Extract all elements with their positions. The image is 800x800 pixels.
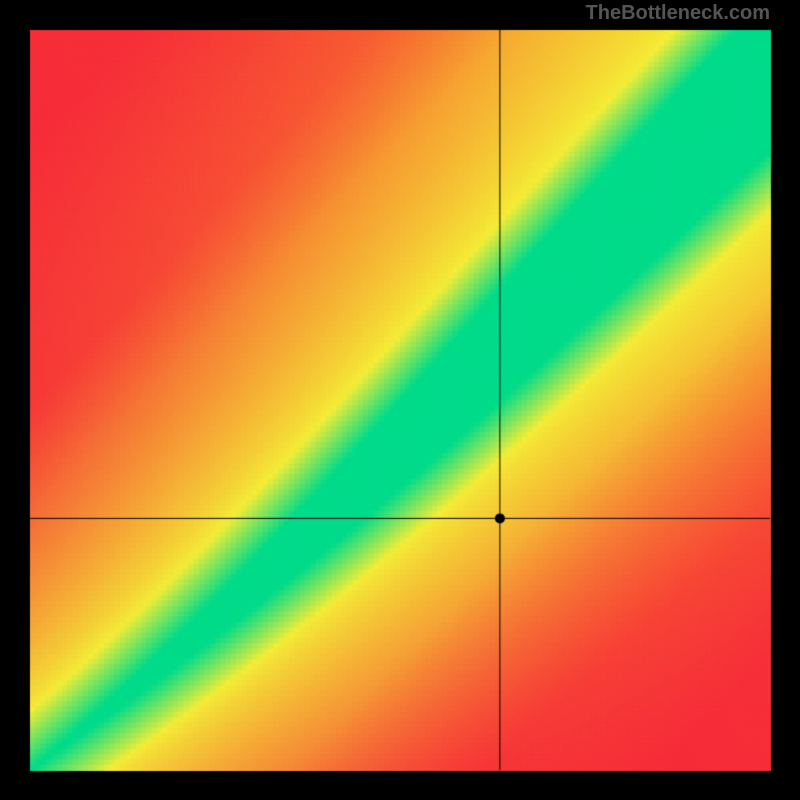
watermark-text: TheBottleneck.com <box>586 2 770 25</box>
heatmap-canvas <box>0 0 800 800</box>
chart-container: TheBottleneck.com <box>0 0 800 800</box>
